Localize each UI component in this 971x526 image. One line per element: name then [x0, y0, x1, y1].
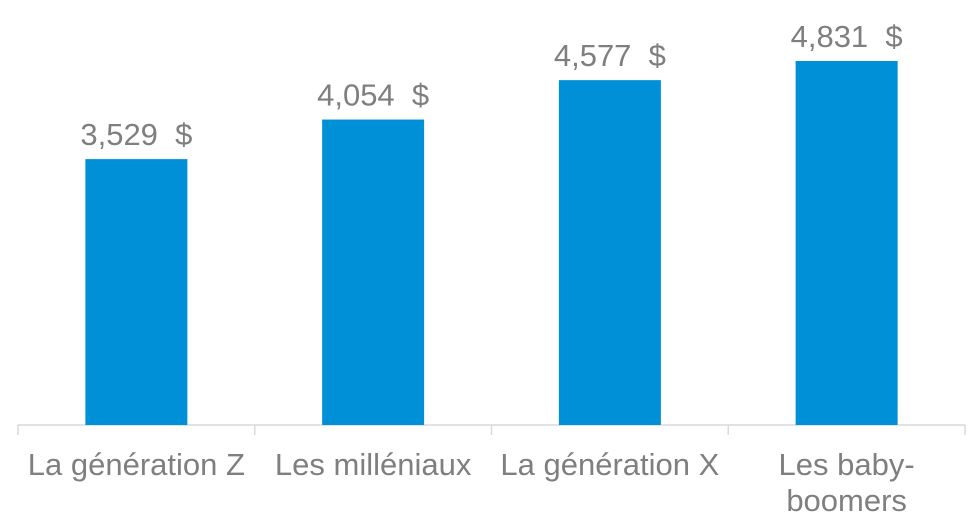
value-label: 4,054 $	[317, 78, 429, 113]
bar	[322, 119, 425, 425]
x-tick-label: La génération Z	[27, 447, 245, 482]
bar	[558, 80, 661, 426]
x-tick-label: Les baby-boomers	[778, 447, 915, 518]
value-label: 4,831 $	[791, 19, 903, 54]
value-label: 4,577 $	[554, 38, 666, 73]
bar	[85, 159, 188, 425]
value-label: 3,529 $	[80, 117, 192, 152]
x-tick-label: La génération X	[500, 447, 720, 482]
x-tick-label: Les milléniaux	[274, 447, 472, 482]
bar	[795, 61, 898, 425]
